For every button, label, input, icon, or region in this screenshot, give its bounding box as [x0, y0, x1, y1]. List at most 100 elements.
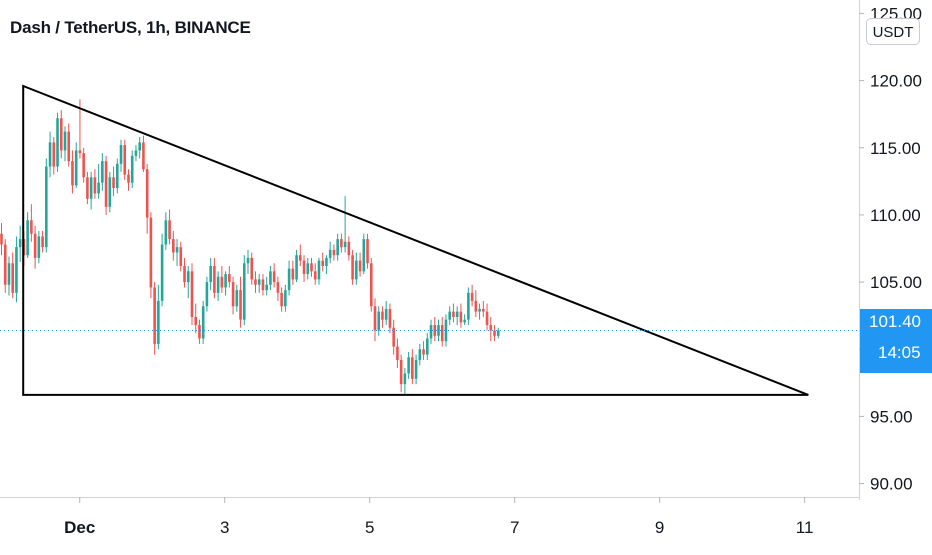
- candle: [33, 225, 37, 269]
- candle: [373, 298, 377, 342]
- candle-body: [265, 284, 268, 291]
- time-tick-label: 5: [365, 518, 374, 537]
- candle-body: [332, 249, 336, 256]
- candle: [272, 263, 276, 288]
- candle-body: [418, 349, 422, 360]
- candle: [160, 233, 164, 307]
- candle-body: [280, 292, 283, 307]
- candle-body: [254, 279, 257, 285]
- candle: [496, 327, 500, 339]
- candle: [317, 257, 321, 285]
- time-axis[interactable]: Dec 3 5 7 9 11: [64, 497, 813, 537]
- candle-body: [250, 257, 254, 280]
- candle: [355, 252, 358, 285]
- candle: [41, 231, 44, 253]
- candle: [246, 249, 250, 275]
- candle-body: [216, 276, 220, 293]
- candle: [194, 303, 198, 334]
- candle-body: [86, 177, 89, 199]
- candle: [343, 196, 347, 253]
- candle-body: [317, 260, 321, 280]
- candle-body: [157, 300, 160, 344]
- candle: [18, 225, 22, 262]
- candle-body: [172, 239, 175, 253]
- candle: [52, 137, 56, 175]
- candle-body: [74, 150, 78, 186]
- candle: [220, 265, 224, 293]
- candle: [261, 274, 265, 296]
- candle-body: [429, 325, 433, 339]
- candle-body: [30, 220, 33, 234]
- candle-body: [347, 241, 351, 256]
- candle-body: [220, 276, 224, 288]
- candle-body: [108, 177, 112, 207]
- candle: [328, 241, 332, 264]
- candle: [384, 300, 388, 326]
- candle-body: [0, 233, 3, 245]
- candle: [127, 169, 130, 191]
- candle-body: [396, 346, 399, 360]
- candle: [97, 163, 100, 199]
- candle: [310, 257, 313, 277]
- candle: [89, 171, 93, 210]
- candle: [172, 231, 175, 261]
- candle: [108, 171, 112, 213]
- candle: [452, 303, 455, 323]
- candle: [149, 212, 153, 299]
- candle: [138, 137, 141, 159]
- candle: [336, 233, 339, 261]
- candle-body: [93, 177, 97, 194]
- candle: [30, 204, 33, 242]
- candle: [284, 284, 287, 312]
- candle-body: [351, 255, 354, 280]
- candle: [411, 349, 414, 385]
- candle: [418, 343, 422, 366]
- candle-body: [325, 257, 328, 266]
- time-tick-label: 9: [655, 518, 664, 537]
- candle: [201, 300, 205, 344]
- triangle-pattern[interactable]: [22, 84, 809, 396]
- candle: [429, 319, 433, 344]
- candle: [45, 158, 48, 253]
- candle-body: [231, 282, 235, 307]
- candle-body: [411, 357, 414, 379]
- candle-body: [235, 290, 239, 307]
- drawings-layer[interactable]: [22, 84, 809, 396]
- candle: [369, 257, 373, 312]
- candle-body: [414, 359, 418, 379]
- candle: [347, 236, 351, 261]
- candle-body: [127, 174, 130, 183]
- candle-body: [328, 249, 332, 258]
- candle: [257, 274, 261, 293]
- candle: [209, 257, 212, 291]
- candle-body: [295, 255, 298, 280]
- candle-body: [45, 166, 48, 248]
- candle: [59, 110, 63, 159]
- candle-body: [340, 239, 343, 248]
- candle-body: [257, 279, 261, 285]
- candle-body: [478, 308, 481, 312]
- candle-body: [381, 311, 384, 320]
- candle: [130, 150, 134, 189]
- candle: [0, 222, 3, 256]
- candle: [186, 265, 190, 299]
- candle-body: [71, 161, 74, 186]
- candle-body: [201, 306, 205, 339]
- candle: [104, 155, 108, 215]
- candle: [86, 171, 89, 205]
- candle: [183, 257, 186, 288]
- currency-unit-badge[interactable]: USDT: [866, 18, 920, 45]
- candle: [414, 354, 418, 385]
- candle-body: [482, 308, 485, 312]
- candle-body: [145, 169, 149, 218]
- candle-body: [209, 265, 212, 283]
- symbol-title[interactable]: Dash / TetherUS, 1h, BINANCE: [10, 18, 251, 37]
- candle-body: [198, 325, 201, 339]
- last-price-badge: 101.40 14:05: [860, 309, 932, 373]
- candle: [392, 319, 395, 355]
- candle: [168, 209, 171, 245]
- candle-body: [82, 153, 85, 178]
